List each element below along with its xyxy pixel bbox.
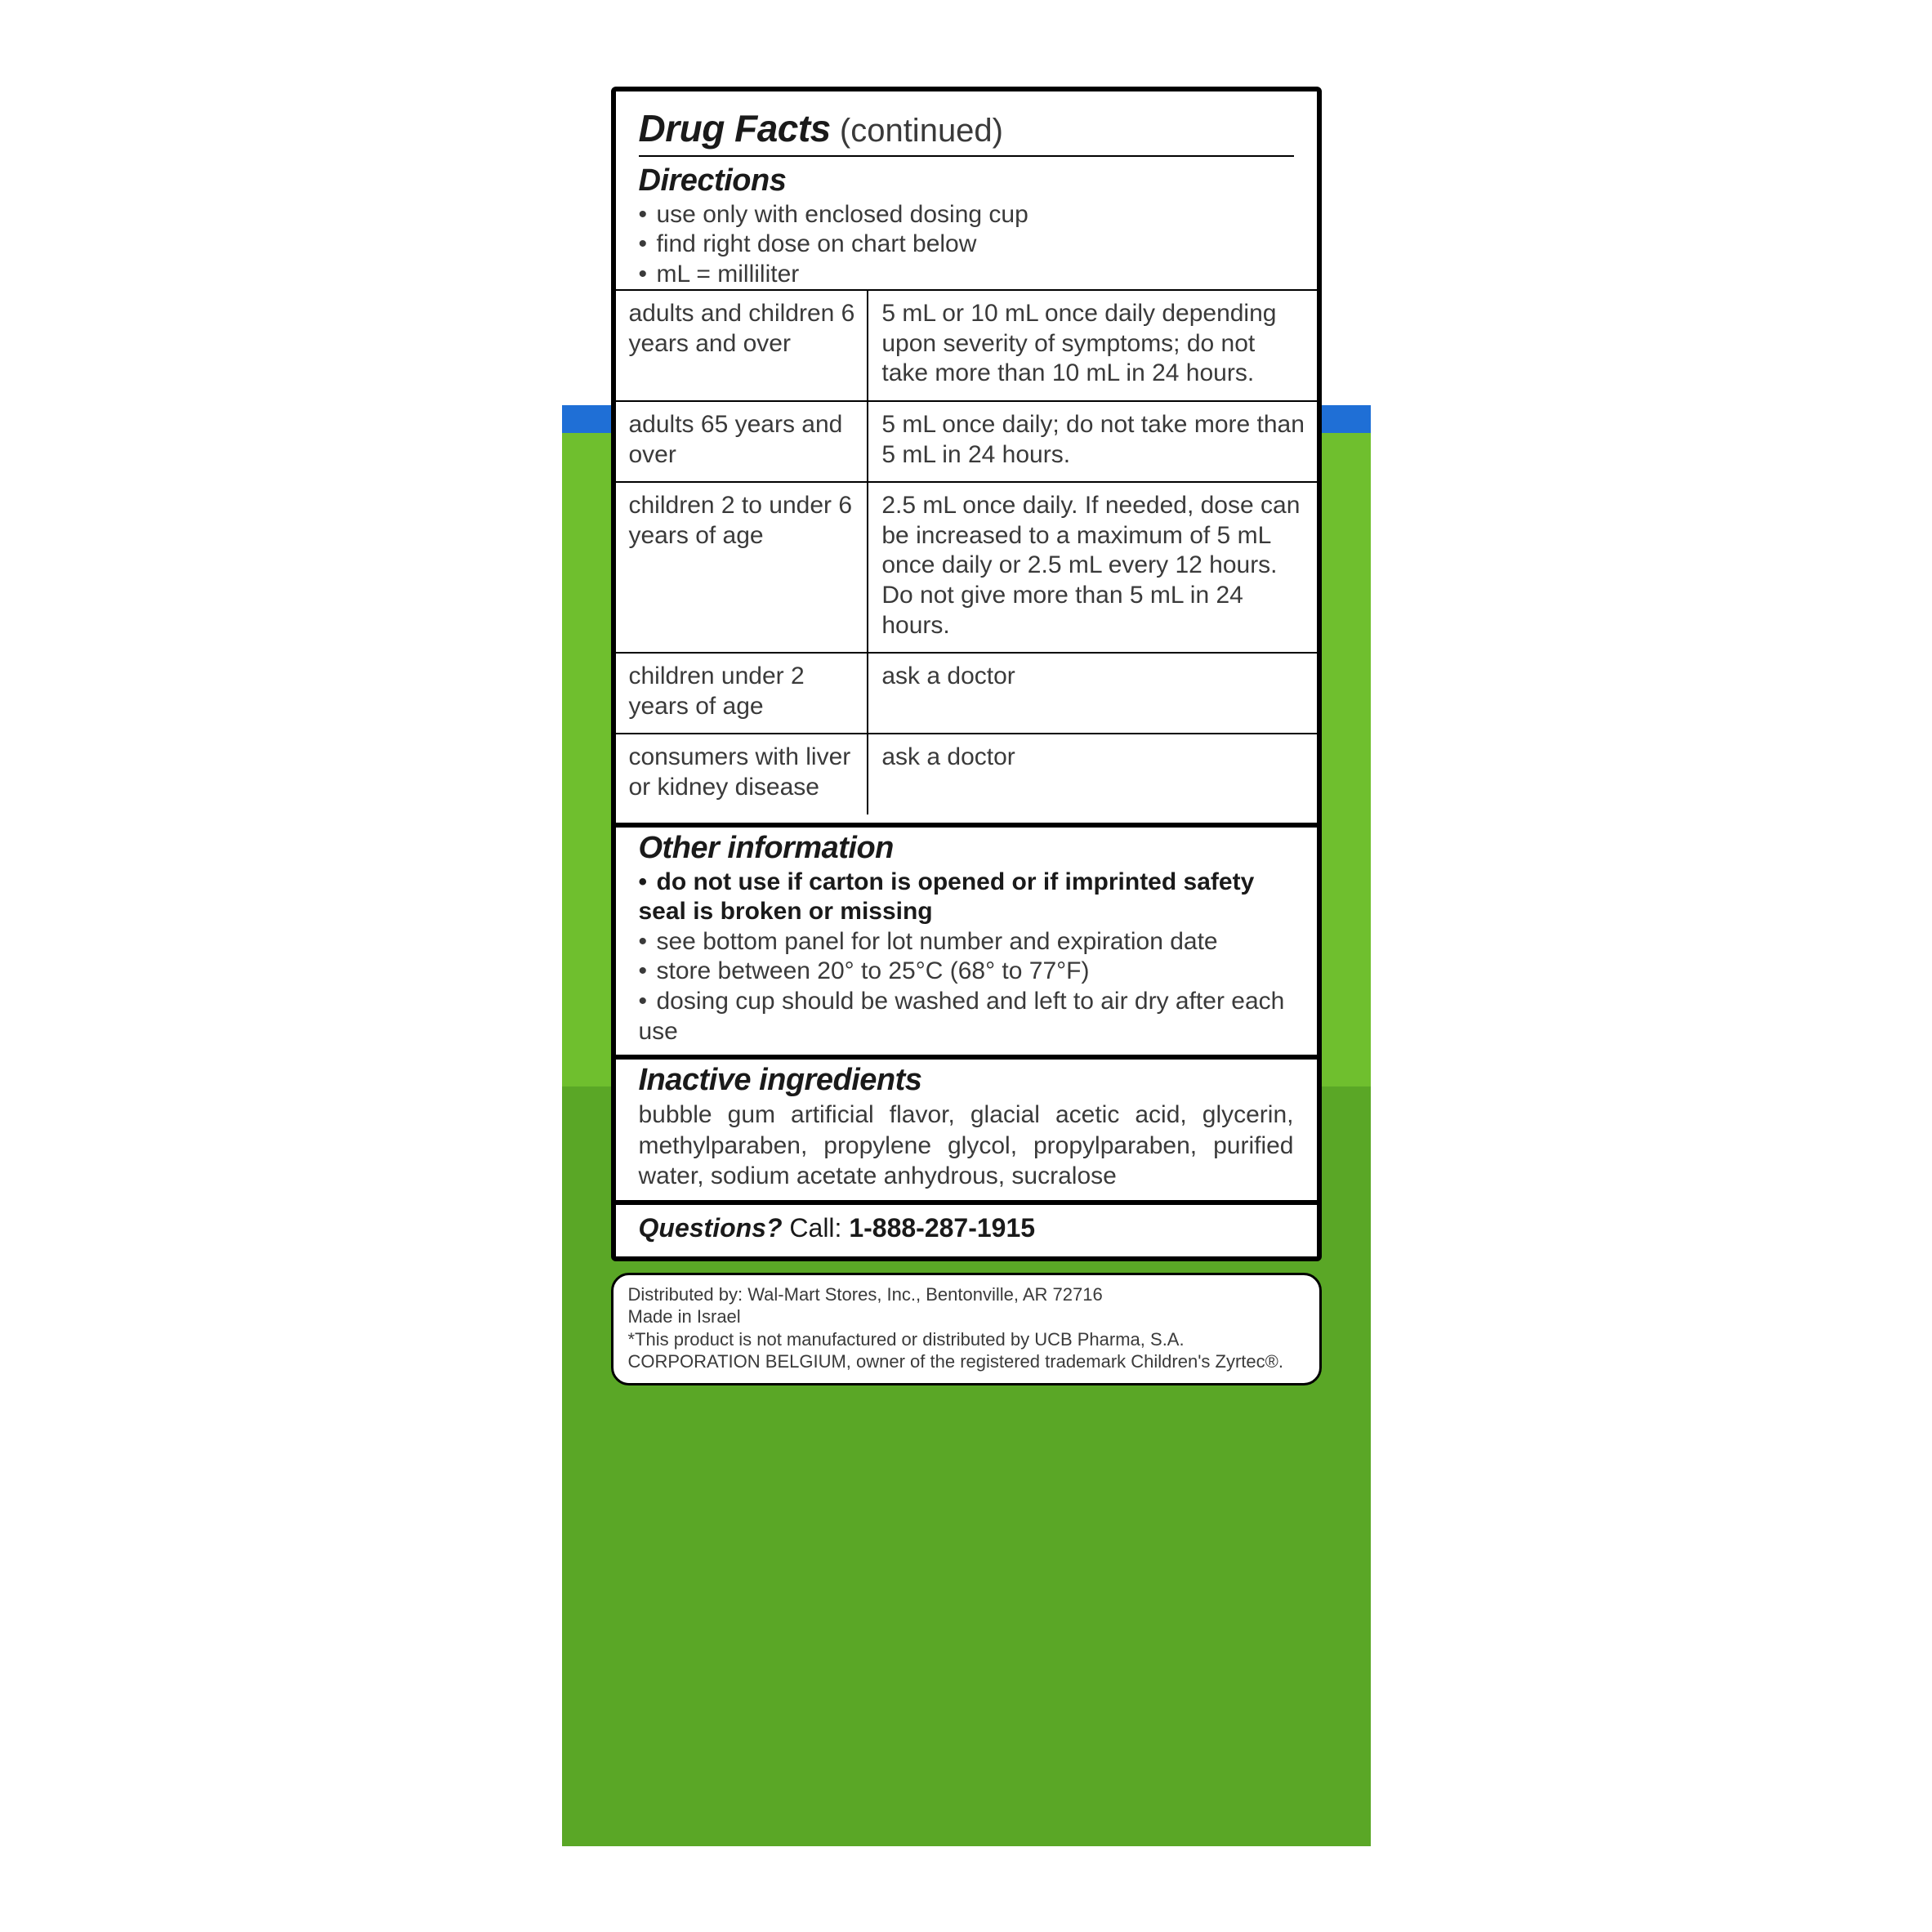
table-row: adults and children 6 years and over5 mL… <box>616 290 1317 401</box>
title-strong: Drug Facts <box>639 107 831 149</box>
questions-call: Call: <box>783 1213 850 1243</box>
directions-bullet: find right dose on chart below <box>639 230 1294 260</box>
title-continued: (continued) <box>831 113 1003 149</box>
table-row: adults 65 years and over5 mL once daily;… <box>616 401 1317 482</box>
dosing-age-cell: adults 65 years and over <box>616 401 868 482</box>
dosing-dose-cell: 5 mL or 10 mL once daily depending upon … <box>868 290 1316 401</box>
inactive-heading: Inactive ingredients <box>639 1063 1294 1098</box>
package-panel: Drug Facts (continued) Directions use on… <box>562 87 1371 1846</box>
distribution-footer: Distributed by: Wal-Mart Stores, Inc., B… <box>611 1273 1322 1385</box>
divider-thick <box>616 1055 1317 1060</box>
other-info-bullet: dosing cup should be washed and left to … <box>639 987 1294 1046</box>
table-row: children 2 to under 6 years of age2.5 mL… <box>616 482 1317 653</box>
dosing-dose-cell: ask a doctor <box>868 653 1316 734</box>
dosing-dose-cell: ask a doctor <box>868 734 1316 814</box>
other-info-bullet: see bottom panel for lot number and expi… <box>639 927 1294 957</box>
other-info-bullet: do not use if carton is opened or if imp… <box>639 868 1294 927</box>
questions-label: Questions? <box>639 1213 783 1243</box>
other-info-heading: Other information <box>639 831 1294 866</box>
footer-line: Made in Israel <box>628 1305 1305 1328</box>
drug-facts-panel: Drug Facts (continued) Directions use on… <box>611 87 1322 1261</box>
directions-bullets: use only with enclosed dosing cupfind ri… <box>639 200 1294 290</box>
questions-line: Questions? Call: 1-888-287-1915 <box>639 1205 1294 1248</box>
dosing-table: adults and children 6 years and over5 mL… <box>616 289 1317 814</box>
footer-line: *This product is not manufactured or dis… <box>628 1328 1305 1351</box>
table-row: children under 2 years of ageask a docto… <box>616 653 1317 734</box>
footer-line: CORPORATION BELGIUM, owner of the regist… <box>628 1350 1305 1373</box>
questions-phone: 1-888-287-1915 <box>849 1213 1035 1243</box>
footer-line: Distributed by: Wal-Mart Stores, Inc., B… <box>628 1283 1305 1306</box>
panel-title: Drug Facts (continued) <box>639 106 1294 157</box>
inactive-ingredients-body: bubble gum artificial flavor, glacial ac… <box>639 1100 1294 1192</box>
other-info-bullet: store between 20° to 25°C (68° to 77°F) <box>639 957 1294 987</box>
other-info-bullets: do not use if carton is opened or if imp… <box>639 868 1294 1047</box>
dosing-age-cell: children under 2 years of age <box>616 653 868 734</box>
directions-bullet: use only with enclosed dosing cup <box>639 200 1294 230</box>
dosing-dose-cell: 5 mL once daily; do not take more than 5… <box>868 401 1316 482</box>
table-row: consumers with liver or kidney diseaseas… <box>616 734 1317 814</box>
directions-bullet: mL = milliliter <box>639 260 1294 290</box>
dosing-age-cell: children 2 to under 6 years of age <box>616 482 868 653</box>
directions-heading: Directions <box>639 163 1294 199</box>
dosing-age-cell: consumers with liver or kidney disease <box>616 734 868 814</box>
dosing-age-cell: adults and children 6 years and over <box>616 290 868 401</box>
dosing-dose-cell: 2.5 mL once daily. If needed, dose can b… <box>868 482 1316 653</box>
divider-thick <box>616 823 1317 828</box>
